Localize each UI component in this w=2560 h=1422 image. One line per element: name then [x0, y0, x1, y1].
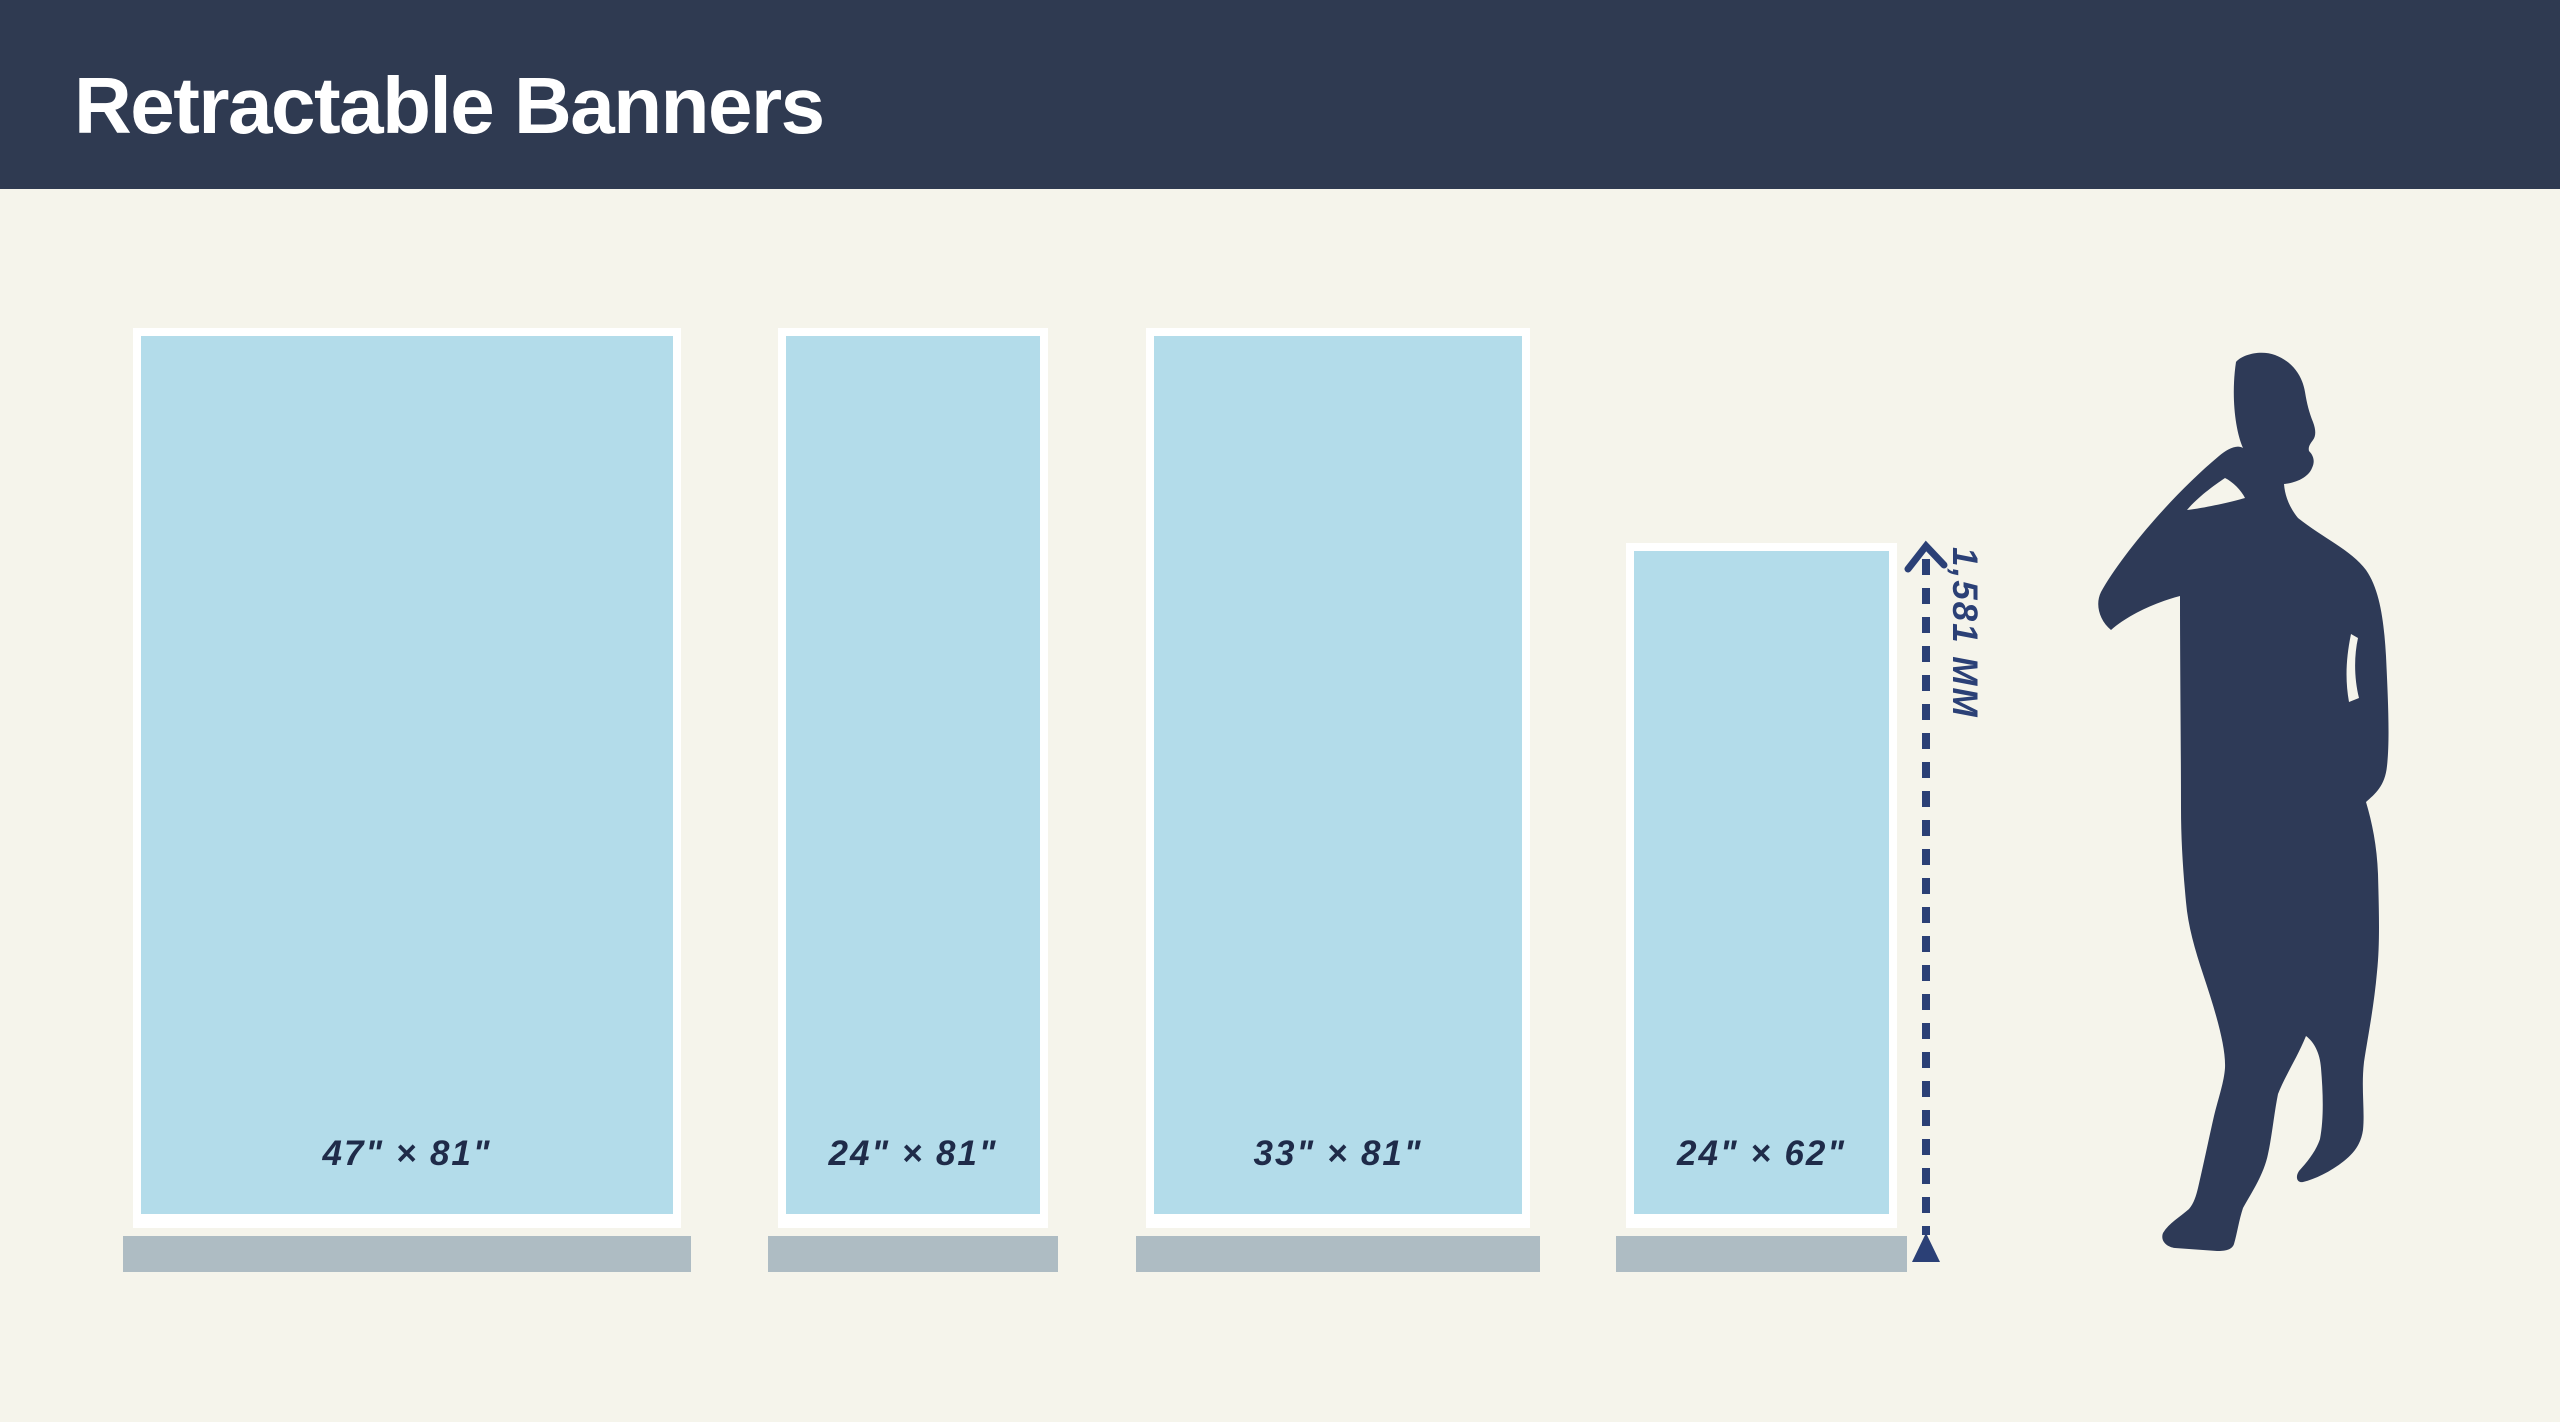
banner-size-label: 33" × 81" [1253, 1134, 1423, 1173]
banner-frame-24x81: 24" × 81" [778, 328, 1048, 1228]
title-bar: Retractable Banners [0, 0, 2560, 189]
banner-size-label: 24" × 62" [1677, 1134, 1846, 1173]
banner-panel: 33" × 81" [1154, 336, 1522, 1214]
banner-base-24x81 [768, 1236, 1058, 1272]
page-title: Retractable Banners [74, 60, 825, 150]
banner-base-33x81 [1136, 1236, 1540, 1272]
banner-frame-47x81: 47" × 81" [133, 328, 681, 1228]
banner-base-47x81 [123, 1236, 691, 1272]
banner-frame-33x81: 33" × 81" [1146, 328, 1530, 1228]
person-silhouette-icon [2098, 352, 2389, 1251]
banner-base-24x62 [1616, 1236, 1907, 1272]
banner-size-label: 47" × 81" [322, 1134, 492, 1173]
banner-panel: 47" × 81" [141, 336, 673, 1214]
banner-panel: 24" × 81" [786, 336, 1040, 1214]
banner-panel: 24" × 62" [1634, 551, 1889, 1214]
measurement-value-label: 1,581 MM [1945, 547, 1984, 719]
banner-frame-24x62: 24" × 62" [1626, 543, 1897, 1228]
banner-size-label: 24" × 81" [828, 1134, 998, 1173]
measurement-arrow-icon [1904, 540, 1948, 1262]
